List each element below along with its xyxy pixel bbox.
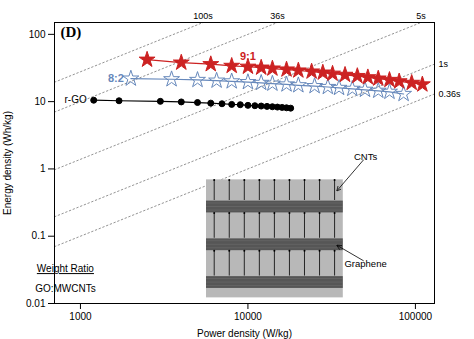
svg-text:0.36s: 0.36s xyxy=(439,89,462,99)
svg-text:(D): (D) xyxy=(61,24,82,41)
svg-text:8:2: 8:2 xyxy=(108,72,124,84)
svg-text:36s: 36s xyxy=(270,11,285,21)
svg-text:100: 100 xyxy=(29,29,46,40)
svg-text:10: 10 xyxy=(34,96,46,107)
svg-text:100s: 100s xyxy=(193,11,213,21)
svg-text:1: 1 xyxy=(40,163,46,174)
svg-text:GO:MWCNTs: GO:MWCNTs xyxy=(35,283,96,294)
svg-text:1s: 1s xyxy=(439,59,449,69)
svg-text:Graphene: Graphene xyxy=(344,258,386,269)
svg-text:Weight Ratio: Weight Ratio xyxy=(37,263,95,274)
svg-text:100000: 100000 xyxy=(399,311,433,322)
svg-text:Energy density (Wh/kg): Energy density (Wh/kg) xyxy=(2,111,13,215)
svg-text:10000: 10000 xyxy=(234,311,262,322)
svg-text:0.1: 0.1 xyxy=(32,230,46,241)
svg-text:Power density (W/kg): Power density (W/kg) xyxy=(197,328,292,339)
svg-text:0.01: 0.01 xyxy=(26,298,46,309)
svg-text:9:1: 9:1 xyxy=(240,50,256,62)
svg-text:5s: 5s xyxy=(416,11,426,21)
svg-text:CNTs: CNTs xyxy=(354,151,377,162)
svg-text:r-GO: r-GO xyxy=(64,94,86,105)
svg-text:1000: 1000 xyxy=(69,311,92,322)
